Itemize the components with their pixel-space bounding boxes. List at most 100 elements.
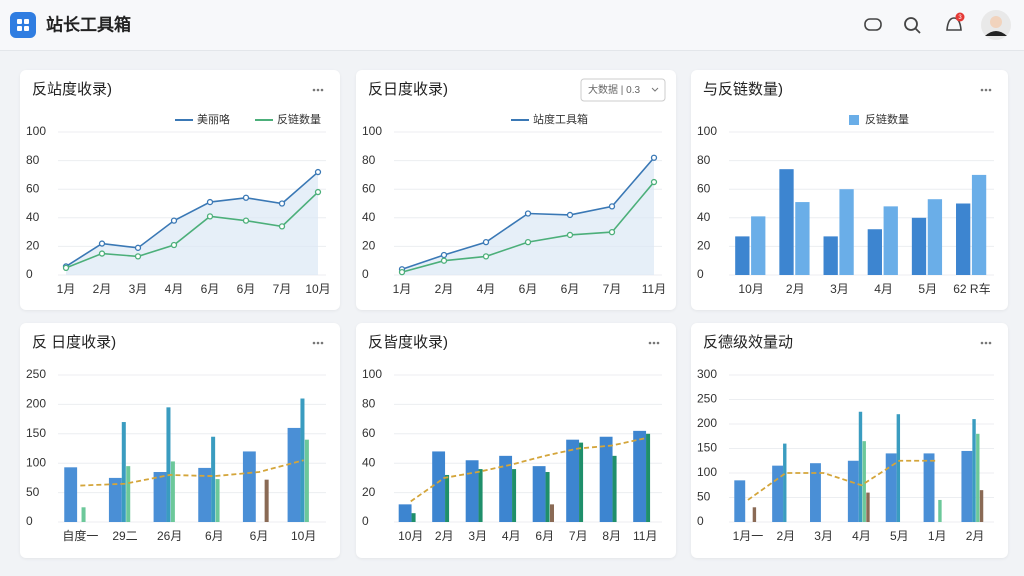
bar <box>126 466 131 522</box>
x-tick-label: 5月 <box>918 282 937 296</box>
y-tick-label: 250 <box>26 367 46 381</box>
bar <box>923 453 935 522</box>
x-tick-label: 6月 <box>561 282 580 296</box>
legend-label: 反链数量 <box>865 112 909 126</box>
bar <box>911 217 927 275</box>
point <box>482 253 490 260</box>
chart: 反 日度收录) 0 50 100 150 200 250 自度一 29二 26月 6月 6月 10月 <box>26 334 326 543</box>
point <box>314 168 322 176</box>
y-tick-label: 0 <box>697 267 704 281</box>
y-tick-label: 150 <box>697 441 717 455</box>
x-tick-label: 1月一 <box>733 529 764 543</box>
game-icon[interactable] <box>864 18 882 31</box>
bar <box>885 453 897 522</box>
bar <box>198 467 212 522</box>
bar <box>810 463 821 522</box>
y-tick-label: 0 <box>697 514 704 528</box>
bar <box>566 439 580 522</box>
x-tick-label: 4月 <box>874 282 893 296</box>
y-tick-label: 40 <box>697 210 711 224</box>
y-tick-label: 80 <box>697 153 711 167</box>
bar <box>121 422 126 522</box>
legend-label: 站度工具箱 <box>533 112 588 126</box>
x-tick-label: 3月 <box>814 529 833 543</box>
y-tick-label: 20 <box>26 239 40 253</box>
bar <box>858 411 863 522</box>
y-tick-label: 100 <box>362 367 382 381</box>
point <box>278 200 286 207</box>
x-tick-label: 29二 <box>112 529 137 543</box>
x-tick-label: 7月 <box>569 529 588 543</box>
more-dot <box>320 88 324 92</box>
y-tick-label: 80 <box>362 397 376 411</box>
point <box>134 244 142 251</box>
legend-swatch <box>849 115 859 125</box>
more-dot <box>312 341 316 345</box>
panel: 反皆度收录) 0 20 40 60 80 100 10月 2月 3月 4月 6月 7月 8月 11月 <box>356 323 676 558</box>
bar <box>961 450 973 522</box>
app-icon[interactable] <box>10 12 36 38</box>
bar <box>823 236 838 275</box>
bar <box>64 467 78 522</box>
bar <box>465 460 479 522</box>
bar <box>287 427 301 522</box>
bar <box>927 199 943 275</box>
bell-icon[interactable] <box>946 17 962 31</box>
chart: 反站度收录) 0 20 40 60 80 100 1月 2月 3月 4月 6月 6月 7月 10月 美丽咯 反链… <box>26 81 331 296</box>
x-tick-label: 6月 <box>237 282 256 296</box>
bar <box>779 169 794 275</box>
more-dot <box>988 88 992 92</box>
bar <box>783 443 787 522</box>
point <box>206 213 214 220</box>
line <box>747 459 938 501</box>
y-tick-label: 250 <box>697 392 717 406</box>
y-tick-label: 40 <box>362 455 376 469</box>
avatar-body <box>985 31 1007 36</box>
x-tick-label: 62 R车 <box>953 281 990 296</box>
bar <box>866 492 870 522</box>
bar <box>211 436 216 522</box>
bar <box>847 460 859 522</box>
bar <box>512 469 517 522</box>
x-tick-label: 7月 <box>273 282 292 296</box>
y-tick-label: 0 <box>362 267 369 281</box>
point <box>278 223 286 230</box>
chart: 反皆度收录) 0 20 40 60 80 100 10月 2月 3月 4月 6月 7月 8月 11月 <box>362 334 662 543</box>
point <box>524 238 532 246</box>
bar <box>215 479 220 522</box>
y-tick-label: 20 <box>362 239 376 253</box>
x-tick-label: 2月 <box>435 282 454 296</box>
bar <box>264 479 269 522</box>
x-tick-label: 4月 <box>477 282 496 296</box>
bar <box>839 189 854 275</box>
x-tick-label: 10月 <box>738 282 763 296</box>
point <box>608 228 616 236</box>
point <box>242 194 250 201</box>
bar <box>579 442 584 522</box>
app-title: 站长工具箱 <box>46 14 131 34</box>
more-dot <box>652 341 656 345</box>
point <box>98 250 106 257</box>
more-dot <box>980 88 984 92</box>
y-tick-label: 50 <box>697 490 711 504</box>
bar <box>976 433 980 522</box>
bar <box>883 206 898 275</box>
x-tick-label: 3月 <box>830 282 849 296</box>
search-handle <box>914 27 921 34</box>
point <box>242 217 250 224</box>
bar <box>170 461 175 522</box>
x-tick-label: 6月 <box>250 529 269 543</box>
dropdown[interactable] <box>580 78 666 102</box>
app-icon-glyph <box>17 19 29 31</box>
x-tick-label: 11月 <box>642 282 666 296</box>
bar <box>599 436 613 522</box>
bar <box>896 414 901 522</box>
point <box>206 198 214 206</box>
point <box>440 257 448 264</box>
search-icon[interactable] <box>904 17 918 31</box>
bar <box>153 472 167 522</box>
more-dot <box>316 88 320 92</box>
dropdown-chevron <box>651 87 659 92</box>
bar <box>478 469 483 522</box>
